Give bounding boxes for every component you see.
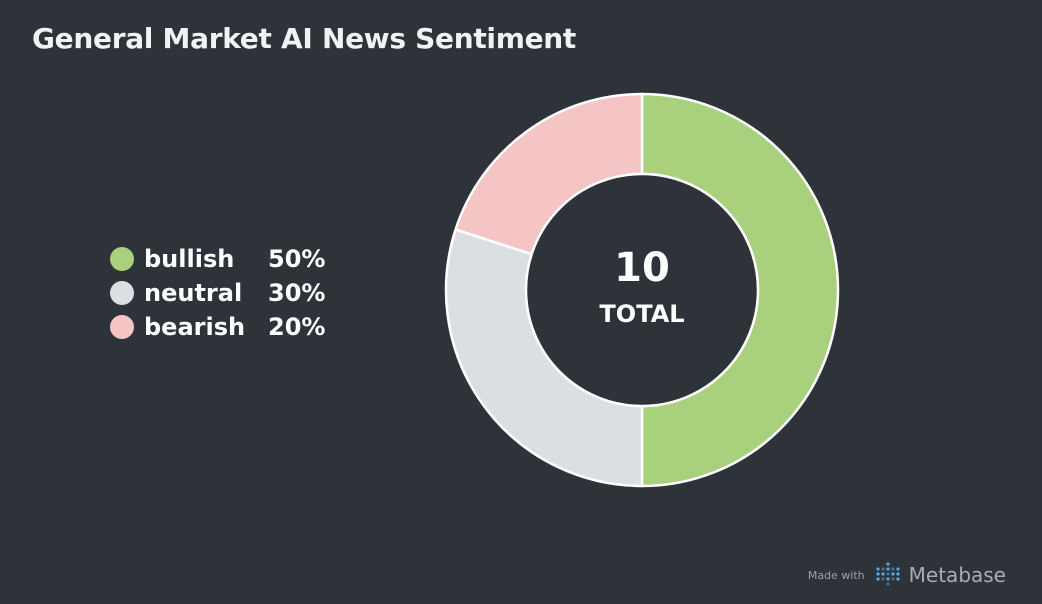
chart-title: General Market AI News Sentiment — [32, 22, 577, 55]
legend-item-bearish[interactable]: bearish 20% — [110, 310, 325, 344]
legend-label-bearish: bearish — [144, 313, 246, 341]
legend-dot-bearish — [110, 315, 134, 339]
legend-dot-neutral — [110, 281, 134, 305]
legend-label-bullish: bullish — [144, 245, 235, 273]
donut-total-label: TOTAL — [599, 300, 685, 328]
legend-pct-bearish: 20% — [268, 313, 326, 341]
made-with-text: Made with — [807, 568, 865, 582]
donut-chart: 10 TOTAL — [444, 92, 840, 488]
legend-pct-bullish: 50% — [268, 245, 326, 273]
donut-total-value: 10 — [614, 245, 670, 291]
metabase-logo-icon — [876, 562, 900, 586]
donut-svg — [444, 92, 840, 488]
legend-item-neutral[interactable]: neutral 30% — [110, 276, 325, 310]
donut-hole — [524, 172, 760, 408]
legend-item-bullish[interactable]: bullish 50% — [110, 242, 325, 276]
metabase-brand: Metabase — [908, 563, 1006, 587]
legend-dot-bullish — [110, 247, 134, 271]
legend: bullish 50% neutral 30% bearish 20% — [110, 242, 325, 344]
legend-label-neutral: neutral — [144, 279, 243, 307]
legend-pct-neutral: 30% — [268, 279, 326, 307]
footer-attribution[interactable]: Made with Metabase — [808, 562, 1006, 588]
